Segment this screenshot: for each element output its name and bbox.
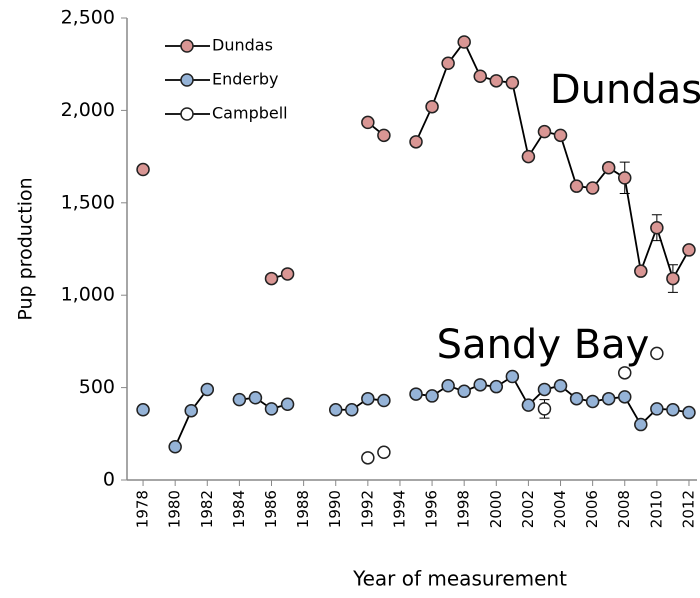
data-point xyxy=(553,379,568,393)
legend-marker xyxy=(180,39,194,53)
x-tick-label: 1986 xyxy=(262,490,280,528)
x-tick-label: 1996 xyxy=(423,490,441,528)
data-point xyxy=(521,149,536,164)
data-point xyxy=(457,384,471,399)
data-point xyxy=(569,179,584,193)
data-point xyxy=(409,135,423,149)
x-axis-label: Year of measurement xyxy=(352,567,567,591)
data-point xyxy=(489,379,504,394)
data-point xyxy=(617,366,632,380)
data-point xyxy=(521,398,536,412)
annotation: Sandy Bay xyxy=(437,322,650,368)
data-point xyxy=(682,405,696,420)
data-point xyxy=(377,128,391,143)
data-point xyxy=(650,402,664,416)
data-point xyxy=(585,181,600,195)
data-point xyxy=(617,390,632,404)
data-point xyxy=(505,75,520,90)
x-tick-label: 2000 xyxy=(487,490,505,528)
data-point xyxy=(457,35,471,49)
y-axis-label: Pup production xyxy=(15,177,37,320)
data-point xyxy=(168,439,182,454)
data-point xyxy=(634,417,648,432)
legend-marker xyxy=(180,73,194,87)
data-point xyxy=(601,160,616,175)
data-point xyxy=(650,346,664,361)
x-tick-label: 1988 xyxy=(294,490,312,528)
data-point xyxy=(232,392,247,407)
data-point xyxy=(537,124,552,139)
data-point xyxy=(650,220,664,235)
data-point xyxy=(377,445,391,460)
data-point xyxy=(248,391,263,405)
data-point xyxy=(666,403,680,417)
y-tick-label: 2,500 xyxy=(61,7,115,29)
data-point xyxy=(441,56,455,71)
data-point xyxy=(425,389,439,403)
x-tick-label: 2012 xyxy=(679,490,697,528)
data-point xyxy=(553,128,568,143)
x-tick-label: 1984 xyxy=(230,490,248,528)
data-point xyxy=(409,387,423,401)
data-point xyxy=(537,382,552,397)
x-tick-label: 1992 xyxy=(358,490,376,528)
data-point xyxy=(666,271,680,286)
data-point xyxy=(361,391,375,406)
data-point xyxy=(505,369,520,384)
y-tick-label: 2,000 xyxy=(61,99,115,121)
data-point xyxy=(634,264,648,278)
data-point xyxy=(345,403,359,417)
legend-label: Dundas xyxy=(212,36,273,55)
x-tick-label: 1994 xyxy=(390,490,408,528)
data-point xyxy=(264,271,279,286)
data-point xyxy=(136,403,150,417)
data-point xyxy=(601,391,616,406)
data-point xyxy=(200,382,215,397)
x-tick-label: 1982 xyxy=(198,490,216,528)
data-point xyxy=(184,403,198,418)
data-point xyxy=(617,171,632,185)
data-point xyxy=(361,115,375,130)
legend-label: Enderby xyxy=(212,70,278,89)
data-point xyxy=(280,397,295,411)
data-point xyxy=(441,379,455,393)
legend-marker xyxy=(180,107,194,121)
x-tick-label: 2006 xyxy=(583,490,601,528)
x-tick-label: 1980 xyxy=(166,490,184,528)
x-tick-label: 2004 xyxy=(551,490,569,528)
data-point xyxy=(682,243,696,257)
data-point xyxy=(425,99,439,114)
y-tick-label: 0 xyxy=(103,469,115,491)
y-tick-label: 1,500 xyxy=(61,191,115,213)
legend-label: Campbell xyxy=(212,104,288,123)
x-tick-label: 1998 xyxy=(455,490,473,528)
data-point xyxy=(361,451,375,465)
data-point xyxy=(328,403,343,417)
x-tick-label: 1978 xyxy=(134,490,152,528)
data-point xyxy=(136,162,150,177)
data-point xyxy=(473,69,487,83)
annotation: Dundas xyxy=(550,67,700,113)
x-tick-label: 2002 xyxy=(519,490,537,528)
x-tick-label: 1990 xyxy=(326,490,344,528)
data-point xyxy=(377,393,391,408)
series-line xyxy=(174,375,690,448)
y-tick-label: 500 xyxy=(79,376,115,398)
x-tick-label: 2010 xyxy=(647,490,665,528)
data-point xyxy=(473,378,487,392)
data-point xyxy=(489,74,504,88)
data-point xyxy=(280,267,295,281)
data-point xyxy=(585,394,600,409)
x-tick-label: 2008 xyxy=(615,490,633,528)
data-point xyxy=(569,391,584,406)
data-point xyxy=(537,402,552,416)
y-tick-label: 1,000 xyxy=(61,284,115,306)
data-point xyxy=(264,402,279,416)
